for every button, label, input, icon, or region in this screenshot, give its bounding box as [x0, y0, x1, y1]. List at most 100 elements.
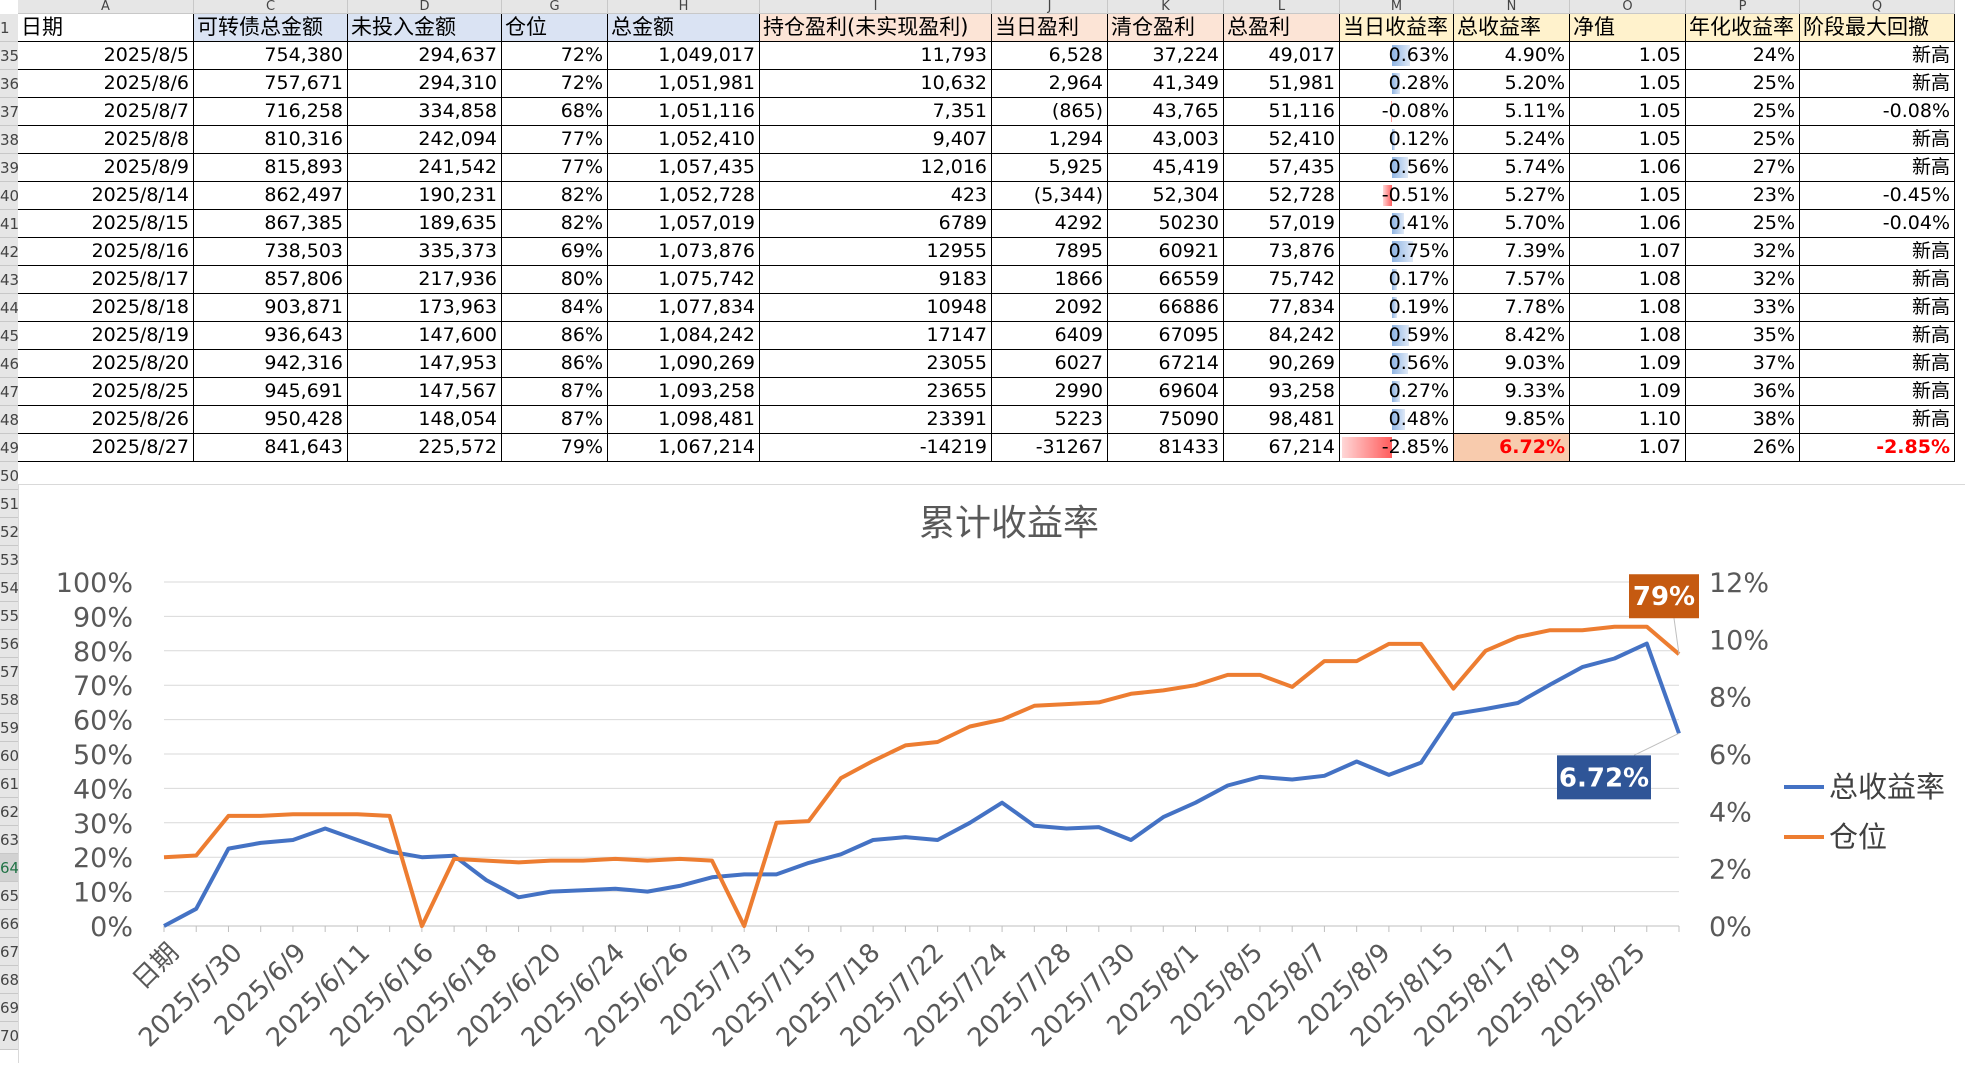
table-cell[interactable]: 1.06 [1570, 210, 1686, 238]
row-header[interactable]: 47 [0, 378, 18, 406]
table-cell[interactable]: 6789 [760, 210, 992, 238]
header-cell[interactable]: 当日收益率 [1340, 14, 1454, 42]
table-cell[interactable]: 0.75% [1340, 238, 1454, 266]
row-header[interactable]: 39 [0, 154, 18, 182]
table-cell[interactable]: 0.27% [1340, 378, 1454, 406]
table-cell[interactable]: 1.05 [1570, 42, 1686, 70]
header-cell[interactable]: 未投入金额 [348, 14, 502, 42]
table-cell[interactable]: 69% [502, 238, 608, 266]
header-cell[interactable]: 净值 [1570, 14, 1686, 42]
table-cell[interactable]: 82% [502, 210, 608, 238]
table-cell[interactable]: 25% [1686, 70, 1800, 98]
table-cell[interactable]: 147,953 [348, 350, 502, 378]
table-cell[interactable]: 950,428 [194, 406, 348, 434]
table-cell[interactable]: 12,016 [760, 154, 992, 182]
table-cell[interactable]: 1,051,981 [608, 70, 760, 98]
row-header[interactable]: 57 [0, 658, 18, 686]
table-cell[interactable]: 8.42% [1454, 322, 1570, 350]
table-cell[interactable]: 0.48% [1340, 406, 1454, 434]
table-cell[interactable]: 57,435 [1224, 154, 1340, 182]
table-cell[interactable]: 4.90% [1454, 42, 1570, 70]
table-cell[interactable]: 2025/8/6 [18, 70, 194, 98]
table-cell[interactable]: 1,057,019 [608, 210, 760, 238]
table-cell[interactable]: 新高 [1800, 350, 1955, 378]
table-cell[interactable]: 1,052,728 [608, 182, 760, 210]
table-cell[interactable]: 5.20% [1454, 70, 1570, 98]
table-cell[interactable]: 87% [502, 406, 608, 434]
table-cell[interactable]: 2025/8/25 [18, 378, 194, 406]
table-cell[interactable]: 2990 [992, 378, 1108, 406]
table-cell[interactable]: 90,269 [1224, 350, 1340, 378]
table-cell[interactable]: 2025/8/7 [18, 98, 194, 126]
table-cell[interactable]: 0.19% [1340, 294, 1454, 322]
column-header-H[interactable]: H [608, 0, 760, 14]
table-cell[interactable]: 32% [1686, 238, 1800, 266]
table-cell[interactable]: 1.08 [1570, 322, 1686, 350]
table-cell[interactable]: 2025/8/18 [18, 294, 194, 322]
table-cell[interactable]: 0.41% [1340, 210, 1454, 238]
table-cell[interactable]: 815,893 [194, 154, 348, 182]
header-cell[interactable]: 总金额 [608, 14, 760, 42]
table-cell[interactable]: 6027 [992, 350, 1108, 378]
table-cell[interactable]: 23391 [760, 406, 992, 434]
table-cell[interactable]: 5,925 [992, 154, 1108, 182]
table-cell[interactable]: 1,077,834 [608, 294, 760, 322]
table-cell[interactable]: (865) [992, 98, 1108, 126]
table-cell[interactable]: 4292 [992, 210, 1108, 238]
table-cell[interactable]: 81433 [1108, 434, 1224, 462]
table-cell[interactable]: 334,858 [348, 98, 502, 126]
table-cell[interactable]: (5,344) [992, 182, 1108, 210]
table-cell[interactable]: 10948 [760, 294, 992, 322]
table-cell[interactable]: 77,834 [1224, 294, 1340, 322]
table-cell[interactable]: -0.08% [1800, 98, 1955, 126]
table-cell[interactable]: -14219 [760, 434, 992, 462]
table-cell[interactable]: 241,542 [348, 154, 502, 182]
column-header-L[interactable]: L [1224, 0, 1340, 14]
table-cell[interactable]: 716,258 [194, 98, 348, 126]
row-header[interactable]: 45 [0, 322, 18, 350]
header-cell[interactable]: 当日盈利 [992, 14, 1108, 42]
table-cell[interactable]: 1,057,435 [608, 154, 760, 182]
series-line-position[interactable] [163, 624, 1681, 928]
table-cell[interactable]: 2025/8/15 [18, 210, 194, 238]
table-cell[interactable]: 73,876 [1224, 238, 1340, 266]
row-header[interactable]: 1 [0, 14, 18, 42]
row-header[interactable]: 54 [0, 574, 18, 602]
table-cell[interactable]: -0.45% [1800, 182, 1955, 210]
table-cell[interactable]: 1.05 [1570, 70, 1686, 98]
table-cell[interactable]: 75,742 [1224, 266, 1340, 294]
table-cell[interactable]: 1.09 [1570, 350, 1686, 378]
header-cell[interactable]: 可转债总金额 [194, 14, 348, 42]
row-header[interactable]: 63 [0, 826, 18, 854]
table-cell[interactable]: 225,572 [348, 434, 502, 462]
table-cell[interactable]: 7.39% [1454, 238, 1570, 266]
table-cell[interactable]: 新高 [1800, 70, 1955, 98]
table-cell[interactable]: 43,003 [1108, 126, 1224, 154]
series-line-total-return[interactable] [163, 641, 1681, 928]
row-header[interactable]: 55 [0, 602, 18, 630]
column-header-Q[interactable]: Q [1800, 0, 1955, 14]
row-header[interactable]: 43 [0, 266, 18, 294]
header-cell[interactable]: 总收益率 [1454, 14, 1570, 42]
table-cell[interactable]: 7895 [992, 238, 1108, 266]
table-cell[interactable]: 945,691 [194, 378, 348, 406]
row-header[interactable]: 60 [0, 742, 18, 770]
row-header[interactable]: 67 [0, 938, 18, 966]
table-cell[interactable]: 2025/8/16 [18, 238, 194, 266]
table-cell[interactable]: 1.07 [1570, 238, 1686, 266]
table-cell[interactable]: 33% [1686, 294, 1800, 322]
table-cell[interactable]: 67214 [1108, 350, 1224, 378]
table-cell[interactable]: 0.63% [1340, 42, 1454, 70]
column-header-O[interactable]: O [1570, 0, 1686, 14]
table-cell[interactable]: 9.03% [1454, 350, 1570, 378]
table-cell[interactable]: 147,567 [348, 378, 502, 406]
table-cell[interactable]: 5223 [992, 406, 1108, 434]
table-cell[interactable]: 6409 [992, 322, 1108, 350]
table-cell[interactable]: 37,224 [1108, 42, 1224, 70]
row-header[interactable]: 61 [0, 770, 18, 798]
table-cell[interactable]: 1.08 [1570, 294, 1686, 322]
row-header[interactable]: 36 [0, 70, 18, 98]
table-cell[interactable]: 52,410 [1224, 126, 1340, 154]
table-cell[interactable]: 754,380 [194, 42, 348, 70]
table-cell[interactable]: 86% [502, 350, 608, 378]
